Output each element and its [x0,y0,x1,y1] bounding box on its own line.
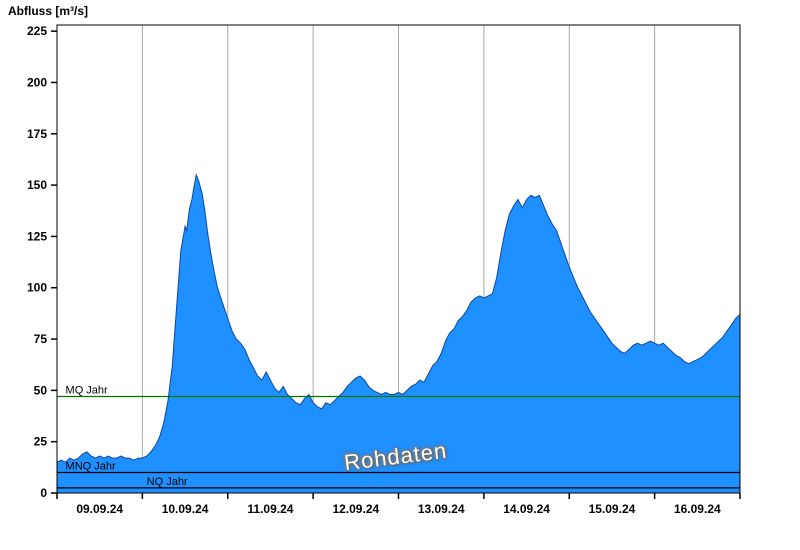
y-tick-label: 25 [34,435,48,449]
x-date-label: 14.09.24 [503,502,550,516]
x-date-label: 11.09.24 [247,502,293,516]
y-tick-label: 225 [27,24,47,38]
y-axis-title: Abfluss [m³/s] [8,4,89,18]
y-tick-label: 75 [34,332,48,346]
y-tick-label: 50 [34,383,48,397]
y-tick-label: 125 [27,229,47,243]
x-date-label: 16.09.24 [674,502,721,516]
y-tick-label: 150 [27,178,47,192]
y-tick-label: 100 [27,281,47,295]
y-tick-label: 175 [27,127,47,141]
reference-line-label: MNQ Jahr [66,460,116,472]
x-date-label: 12.09.24 [332,502,379,516]
x-date-label: 09.09.24 [76,502,123,516]
discharge-area-series [56,173,741,494]
reference-line-label: NQ Jahr [147,476,188,488]
x-date-label: 10.09.24 [162,502,209,516]
x-date-label: 13.09.24 [418,502,465,516]
y-tick-label: 0 [40,486,47,500]
x-date-label: 15.09.24 [589,502,636,516]
y-tick-label: 200 [27,75,47,89]
reference-line-label: MQ Jahr [66,385,109,397]
